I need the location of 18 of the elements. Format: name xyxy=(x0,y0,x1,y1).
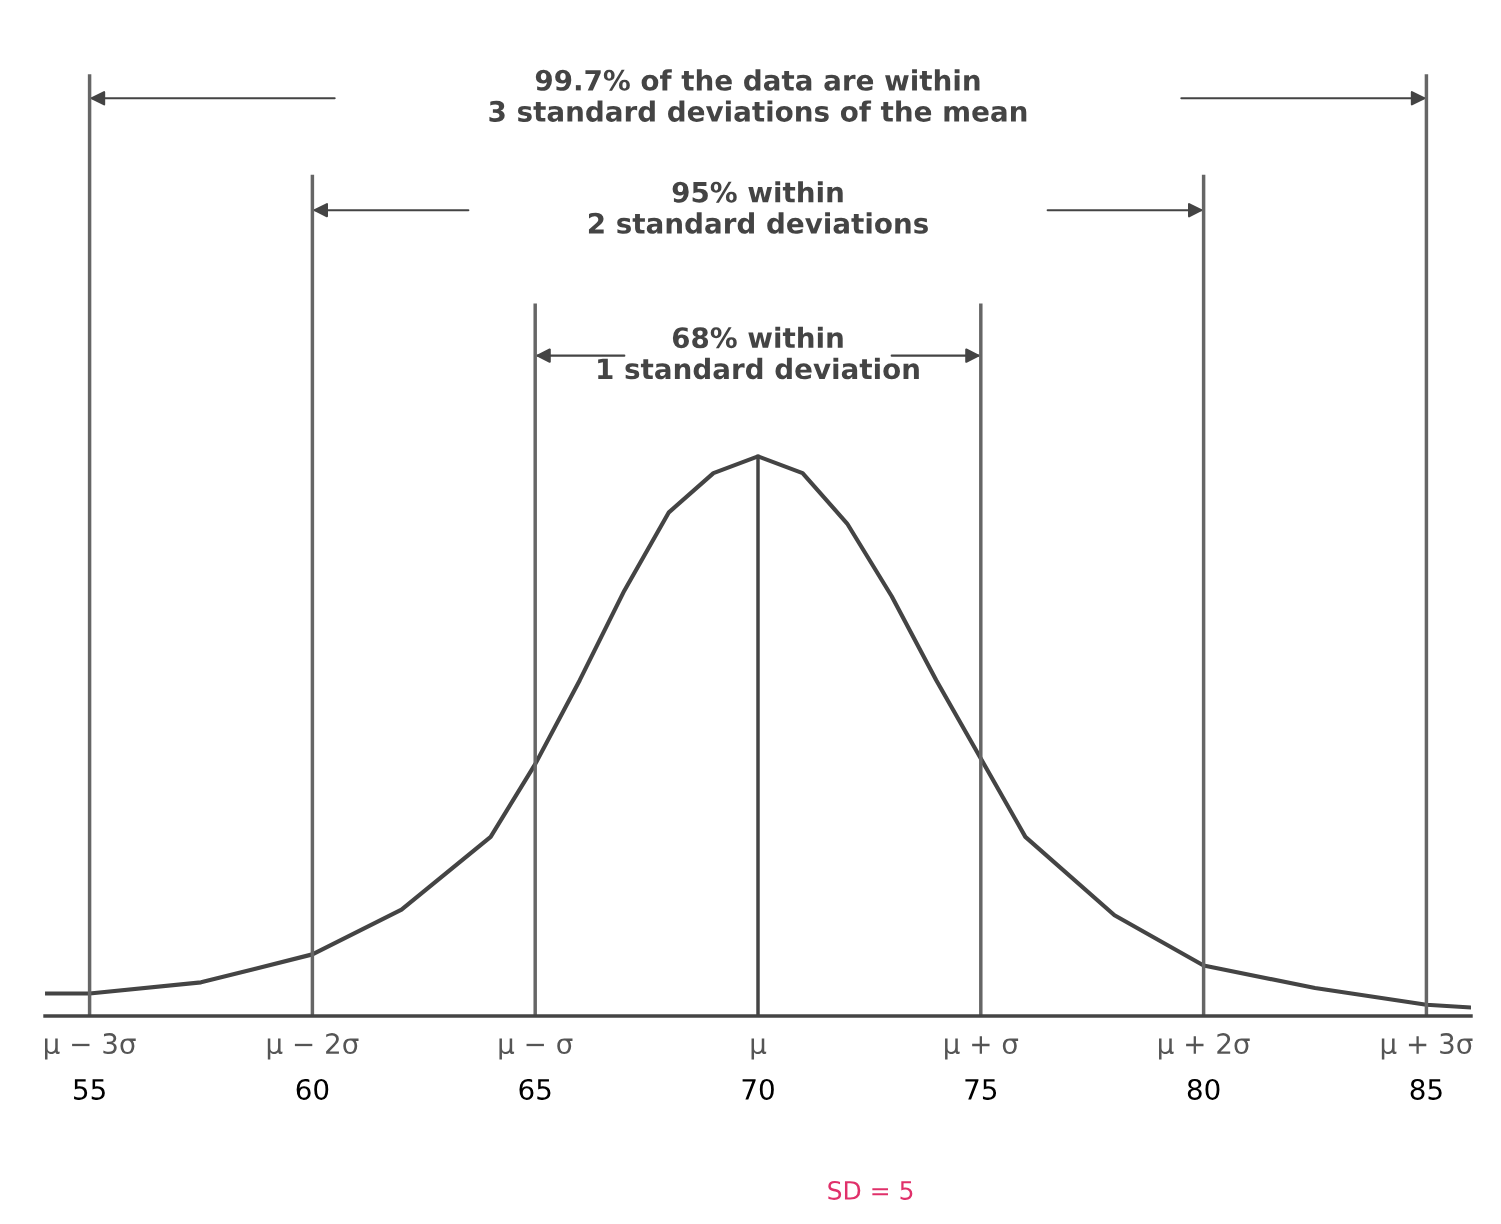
text: SD = 5 xyxy=(828,1180,913,1200)
x-tick-label: 70 xyxy=(742,1078,774,1100)
x-tick-label: 55 xyxy=(74,1079,105,1100)
annotation: μ + 3σ xyxy=(1381,1033,1473,1060)
annotation: μ + σ xyxy=(945,1036,1019,1060)
annotation: μ xyxy=(751,1038,767,1060)
annotation: μ − 3σ xyxy=(45,1033,136,1060)
annotation: μ − 2σ xyxy=(267,1033,359,1060)
annotation: μ + 2σ xyxy=(1159,1033,1250,1060)
annotation: μ − σ xyxy=(499,1038,573,1060)
text: 99.7% of the data are within 3 standard deviations of the mean xyxy=(489,69,1027,122)
x-tick-label: 85 xyxy=(1410,1078,1442,1100)
x-tick-label: 60 xyxy=(296,1078,329,1100)
text: 68% within 1 standard deviation xyxy=(598,326,919,380)
x-tick-label: 65 xyxy=(519,1078,551,1100)
x-tick-label: 75 xyxy=(965,1079,997,1100)
x-tick-label: 80 xyxy=(1187,1078,1220,1100)
text: 95% within 2 standard deviations xyxy=(588,181,928,234)
